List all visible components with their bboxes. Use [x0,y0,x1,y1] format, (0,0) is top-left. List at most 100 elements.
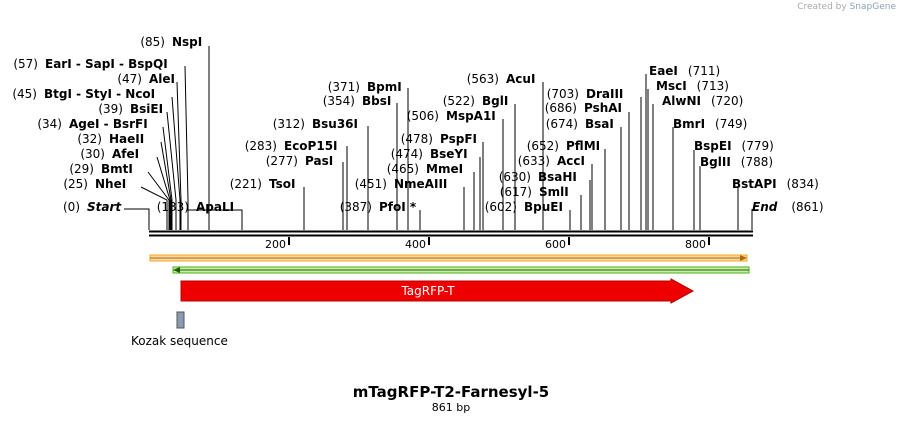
site-label[interactable]: EarI - SapI - BspQI [45,57,168,71]
site-leader [187,209,243,230]
site-position: (652) [527,139,559,153]
site-label[interactable]: BmrI (749) [673,117,747,131]
orange-frame-bar[interactable] [149,254,748,262]
site-label[interactable]: DraIII [586,87,623,101]
site-label[interactable]: AleI [149,72,175,86]
site-name: End [752,200,778,214]
site-label[interactable]: AfeI [112,147,139,161]
site-label[interactable]: AccI [557,154,585,168]
site-position: (354) [323,94,355,108]
site-label[interactable]: BsiEI [130,102,163,116]
site-label[interactable]: BspEI (779) [694,139,774,153]
site-label[interactable]: BglII (788) [700,155,773,169]
site-label[interactable]: BstAPI (834) [732,177,819,191]
site-label[interactable]: EcoP15I [284,139,338,153]
restriction-site-labels: (0) Start (25) NheI(29) BmtI(30) AfeI (32) HaeI… [12,35,823,214]
site-name: PasI [305,154,333,168]
site-name: AfeI [112,147,139,161]
tagrfp-arrow[interactable] [180,278,695,304]
site-name: AleI [149,72,175,86]
site-label[interactable]: HaeII [109,132,144,146]
site-label[interactable]: SmlI [539,185,569,199]
site-label[interactable]: BmtI [101,162,133,176]
site-name: MspA1I [446,109,496,123]
site-position: (0) [63,200,80,214]
site-label[interactable]: BpmI [367,80,402,94]
site-position: (85) [140,35,165,49]
tick-label-800: 800 [685,238,706,251]
site-position: (686) [545,101,577,115]
site-position: (29) [69,162,94,176]
site-position: (312) [273,117,305,131]
site-label[interactable]: BpuEI [524,200,563,214]
site-name: AccI [557,154,585,168]
site-name: NmeAIII [394,177,447,191]
site-label[interactable]: PspFI [440,132,477,146]
site-name: MmeI [426,162,463,176]
site-label[interactable]: PflMI [566,139,600,153]
site-position: (133) [157,200,189,214]
site-label[interactable]: BseYI [430,147,468,161]
site-name: PspFI [440,132,477,146]
site-label[interactable]: AcuI [506,72,535,86]
site-label[interactable]: NspI [172,35,202,49]
green-frame-bar[interactable] [172,266,750,274]
site-name: BspEI [694,139,732,153]
site-label[interactable]: NmeAIII [394,177,447,191]
site-position: (602) [485,200,517,214]
sequence-backbone [149,230,753,237]
site-label[interactable]: AlwNI (720) [662,94,743,108]
site-name: AlwNI [662,94,701,108]
site-name: BsaI [585,117,614,131]
tick-label-600: 600 [545,238,566,251]
site-name: Bsu36I [312,117,358,131]
site-position: (674) [546,117,578,131]
site-label[interactable]: EaeI (711) [649,64,720,78]
site-name: EarI - SapI - BspQI [45,57,168,71]
site-leader [184,65,189,230]
site-label[interactable]: BtgI - StyI - NcoI [44,87,155,101]
tagrfp-feature[interactable]: TagRFP-T [180,278,695,304]
site-leader [166,111,177,230]
site-position: (478) [401,132,433,146]
site-name: BmrI [673,117,705,131]
site-position: (711) [688,64,720,78]
site-position: (221) [230,177,262,191]
site-leader [160,141,172,230]
site-name: BseYI [430,147,468,161]
site-position: (34) [37,117,62,131]
site-leader [156,156,171,230]
site-label[interactable]: MmeI [426,162,463,176]
site-position: (834) [787,177,819,191]
site-label[interactable]: MspA1I [446,109,496,123]
ruler: 200 400 600 800 [265,237,710,251]
site-label[interactable]: Bsu36I [312,117,358,131]
site-label[interactable]: PfoI * [379,200,417,214]
site-leader [171,96,181,230]
site-name: HaeII [109,132,144,146]
site-label[interactable]: BsaI [585,117,614,131]
site-label[interactable]: ApaLI [196,200,234,214]
site-label[interactable]: End (861) [752,200,824,214]
site-position: (283) [245,139,277,153]
site-label[interactable]: TsoI [269,177,295,191]
site-label[interactable]: PasI [305,154,333,168]
site-position: (465) [387,162,419,176]
site-position: (277) [266,154,298,168]
site-label[interactable]: Start [87,200,122,214]
site-label[interactable]: NheI [95,177,126,191]
branding-created-by: Created by [797,2,847,12]
tagrfp-label: TagRFP-T [400,284,455,298]
site-label[interactable]: AgeI - BsrFI [69,117,148,131]
site-name: BsiEI [130,102,163,116]
site-name: AcuI [506,72,535,86]
site-label[interactable]: MscI (713) [656,79,729,93]
site-label[interactable]: BbsI [362,94,391,108]
kozak-sequence-box[interactable] [176,311,185,329]
green-bar-arrowhead-icon [173,267,180,273]
site-name: BmtI [101,162,133,176]
site-label[interactable]: BglI [482,94,508,108]
site-label[interactable]: BsaHI [538,170,577,184]
site-label[interactable]: PshAI [584,101,622,115]
site-position: (630) [499,170,531,184]
